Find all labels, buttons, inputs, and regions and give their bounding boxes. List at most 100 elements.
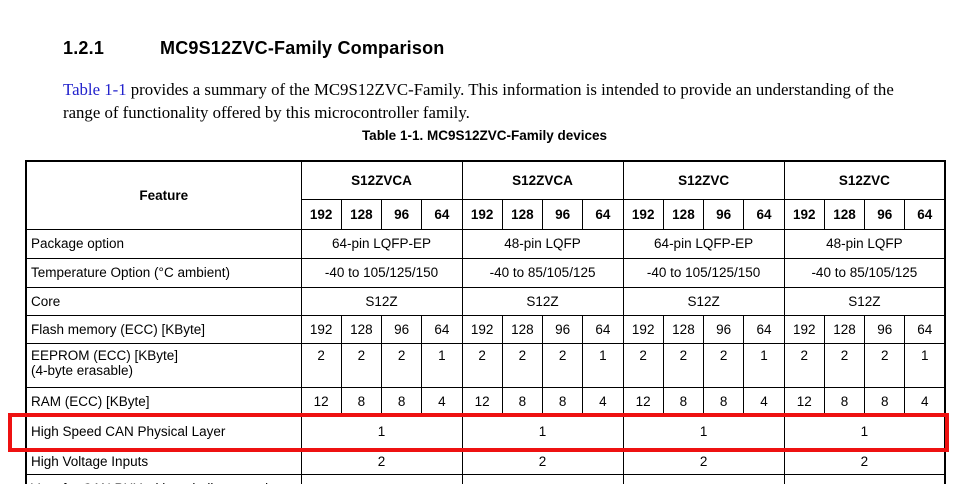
value-cell: 1 (461, 414, 624, 449)
value-cell: 1 (300, 414, 463, 449)
value-cell: 192 (622, 314, 664, 344)
value-cell: 96 (542, 314, 584, 344)
section-title: MC9S12ZVC-Family Comparison (160, 38, 445, 58)
subcol-header: 64 (904, 198, 946, 230)
value-cell: 192 (783, 314, 825, 344)
value-cell: 8 (662, 386, 705, 416)
feature-cell: EEPROM (ECC) [KByte] (4-byte erasable) (25, 342, 302, 388)
value-cell: 64 (582, 314, 624, 344)
table-row-high-voltage-inputs: High Voltage Inputs 2 2 2 2 (25, 447, 946, 475)
subcol-header: 96 (703, 198, 745, 230)
value-cell: 1 (743, 342, 785, 388)
feature-line2: (4-byte erasable) (31, 362, 134, 378)
value-cell: 12 (783, 386, 825, 416)
value-cell: 1 (421, 342, 463, 388)
table-header-groups: Feature S12ZVCA S12ZVCA S12ZVC S12ZVC (25, 160, 946, 230)
section-number: 1.2.1 (63, 38, 105, 58)
subcol-header: 128 (823, 198, 866, 230)
intro-paragraph: Table 1-1 provides a summary of the MC9S… (63, 79, 901, 124)
value-cell: 2 (340, 342, 383, 388)
value-cell: 8 (340, 386, 383, 416)
family-comparison-table: Feature S12ZVCA S12ZVCA S12ZVC S12ZVC 19… (25, 160, 947, 484)
value-cell: 96 (703, 314, 745, 344)
feature-cell: Temperature Option (°C ambient) (25, 257, 302, 288)
value-cell: 64-pin LQFP-EP (300, 228, 463, 259)
table-row-eeprom: EEPROM (ECC) [KByte] (4-byte erasable) 2… (25, 342, 946, 388)
section-heading: 1.2.1 MC9S12ZVC-Family Comparison (63, 38, 444, 59)
subcol-header: 64 (421, 198, 463, 230)
value-cell (300, 473, 463, 484)
value-cell: 2 (380, 342, 423, 388)
feature-cell: Flash memory (ECC) [KByte] (25, 314, 302, 344)
value-cell: -40 to 85/105/125 (461, 257, 624, 288)
value-cell: 192 (300, 314, 342, 344)
feature-line1: EEPROM (ECC) [KByte] (31, 347, 179, 363)
value-cell: 8 (823, 386, 866, 416)
value-cell (461, 473, 624, 484)
value-cell: 128 (501, 314, 544, 344)
feature-cell: RAM (ECC) [KByte] (25, 386, 302, 416)
value-cell (783, 473, 946, 484)
value-cell: 96 (380, 314, 423, 344)
value-cell: 128 (340, 314, 383, 344)
value-cell: 8 (703, 386, 745, 416)
subcol-header: 192 (300, 198, 342, 230)
value-cell: 4 (582, 386, 624, 416)
value-cell: 2 (622, 447, 785, 475)
value-cell: 1 (582, 342, 624, 388)
value-cell: 2 (622, 342, 664, 388)
value-cell: 1 (783, 414, 946, 449)
subcol-header: 96 (864, 198, 906, 230)
value-cell: 4 (421, 386, 463, 416)
feature-cell: High Voltage Inputs (25, 447, 302, 475)
value-cell: S12Z (622, 286, 785, 316)
value-cell: 1 (904, 342, 946, 388)
table-row-high-speed-can: High Speed CAN Physical Layer 1 1 1 1 (25, 414, 946, 449)
value-cell: 64 (743, 314, 785, 344)
value-cell: 12 (300, 386, 342, 416)
value-cell: 12 (622, 386, 664, 416)
value-cell (622, 473, 785, 484)
value-cell: 8 (380, 386, 423, 416)
table-header-subcols: 192 128 96 64 192 128 96 64 192 128 96 6… (26, 198, 946, 230)
value-cell: 1 (622, 414, 785, 449)
value-cell: 2 (300, 342, 342, 388)
value-cell: 2 (823, 342, 866, 388)
subcol-header: 128 (340, 198, 383, 230)
feature-cell: High Speed CAN Physical Layer (25, 414, 302, 449)
subcol-header: 192 (783, 198, 825, 230)
subcol-header: 192 (622, 198, 664, 230)
value-cell: 8 (542, 386, 584, 416)
value-cell: 64 (421, 314, 463, 344)
value-cell: 2 (461, 342, 503, 388)
value-cell: 128 (823, 314, 866, 344)
value-cell: 48-pin LQFP (461, 228, 624, 259)
table-row-flash-memory: Flash memory (ECC) [KByte] 192 128 96 64… (25, 314, 946, 344)
table-row-temperature-option: Temperature Option (°C ambient) -40 to 1… (25, 257, 946, 288)
value-cell: 2 (542, 342, 584, 388)
value-cell: 2 (300, 447, 463, 475)
value-cell: 2 (783, 342, 825, 388)
table-row-package-option: Package option 64-pin LQFP-EP 48-pin LQF… (25, 228, 946, 259)
intro-text: provides a summary of the MC9S12ZVC-Fami… (63, 80, 894, 122)
subcol-header: 96 (380, 198, 423, 230)
value-cell: S12Z (783, 286, 946, 316)
feature-cell: Package option (25, 228, 302, 259)
feature-header-cell: Feature (25, 160, 302, 230)
table-1-1-link[interactable]: Table 1-1 (63, 80, 127, 99)
subcol-header: 96 (542, 198, 584, 230)
value-cell: 2 (662, 342, 705, 388)
value-cell: 8 (501, 386, 544, 416)
value-cell: -40 to 85/105/125 (783, 257, 946, 288)
value-cell: -40 to 105/125/150 (622, 257, 785, 288)
value-cell: 64 (904, 314, 946, 344)
group-header: S12ZVCA (461, 160, 624, 200)
value-cell: 4 (743, 386, 785, 416)
table-row-vreg-can-phy: Vreg for CAN PHY without ballast transis… (25, 473, 946, 484)
table-row-ram: RAM (ECC) [KByte] 12 8 8 4 12 8 8 4 12 8… (25, 386, 946, 416)
value-cell: 64-pin LQFP-EP (622, 228, 785, 259)
table-row-core: Core S12Z S12Z S12Z S12Z (25, 286, 946, 316)
feature-cell: Vreg for CAN PHY without ballast transis… (25, 473, 302, 484)
value-cell: 48-pin LQFP (783, 228, 946, 259)
